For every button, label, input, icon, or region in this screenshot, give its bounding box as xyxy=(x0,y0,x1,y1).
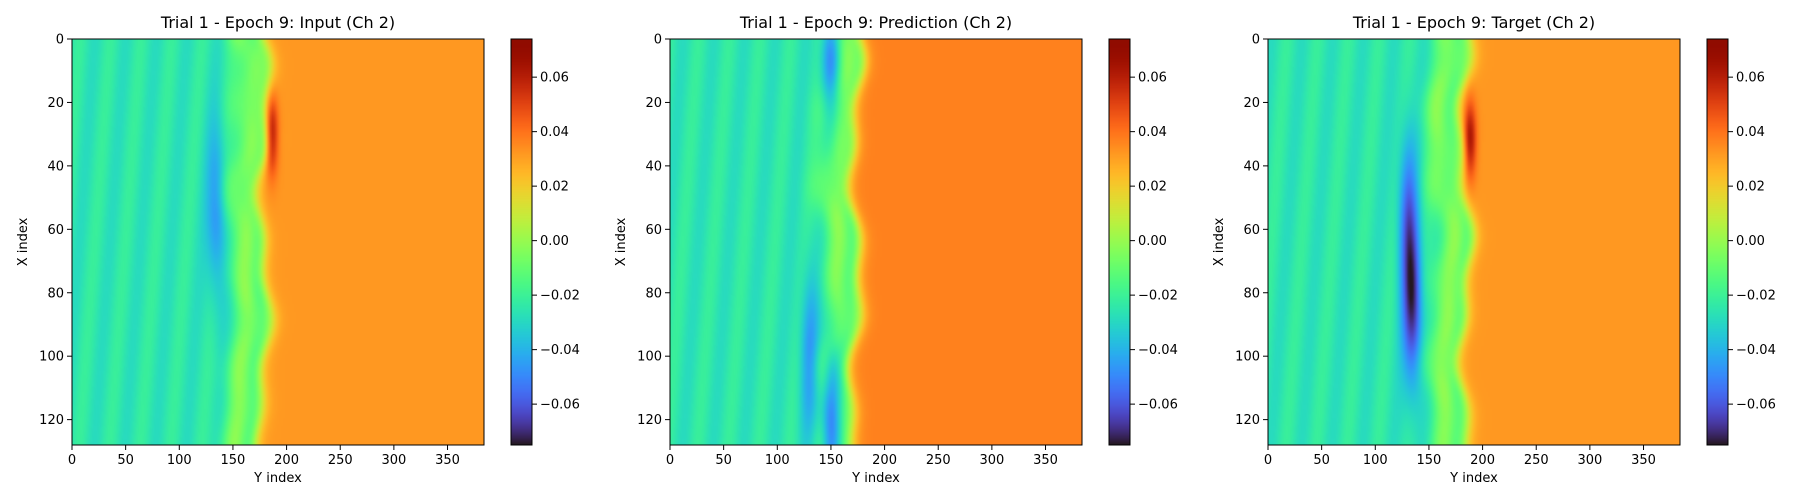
colorbar-tick-label: 0.06 xyxy=(1138,71,1167,86)
x-tick-label: 350 xyxy=(435,453,460,468)
x-tick-label: 200 xyxy=(274,453,299,468)
x-tick-label: 250 xyxy=(328,453,353,468)
colorbar-tick-label: 0.00 xyxy=(540,234,569,249)
x-tick-label: 100 xyxy=(1363,453,1388,468)
subplot-3: Trial 1 - Epoch 9: Target (Ch 2) 0 50 100 15… xyxy=(1212,13,1776,486)
x-axis-label: Y index xyxy=(851,471,900,486)
y-tick-label: 80 xyxy=(645,286,662,301)
y-tick-label: 100 xyxy=(637,350,662,365)
colorbar-tick-label: −0.02 xyxy=(1736,289,1776,304)
y-tick-label: 60 xyxy=(47,223,64,238)
colorbar-frame xyxy=(1108,38,1131,446)
plot-title: Trial 1 - Epoch 9: Prediction (Ch 2) xyxy=(739,13,1012,32)
y-tick-label: 0 xyxy=(654,33,662,48)
y-tick-label: 20 xyxy=(47,96,64,111)
y-axis-label: X index xyxy=(614,217,629,266)
x-tick-label: 150 xyxy=(819,453,844,468)
y-tick-label: 60 xyxy=(645,223,662,238)
x-tick-label: 50 xyxy=(715,453,732,468)
colorbar-tick-label: −0.06 xyxy=(1138,398,1178,413)
x-axis-label: Y index xyxy=(253,471,302,486)
x-tick-label: 200 xyxy=(1470,453,1495,468)
heatmap-image xyxy=(1268,39,1680,445)
x-tick-label: 0 xyxy=(666,453,674,468)
colorbar-tick-label: −0.06 xyxy=(1736,398,1776,413)
colorbar-tick-label: 0.02 xyxy=(1138,180,1167,195)
colorbar-tick-label: −0.02 xyxy=(540,289,580,304)
y-tick-label: 20 xyxy=(645,96,662,111)
colorbar-tick-label: 0.04 xyxy=(540,125,569,140)
y-tick-label: 20 xyxy=(1243,96,1260,111)
x-tick-label: 150 xyxy=(1417,453,1442,468)
y-tick-label: 40 xyxy=(47,159,64,174)
y-tick-label: 120 xyxy=(1235,413,1260,428)
y-tick-label: 120 xyxy=(39,413,64,428)
x-tick-label: 350 xyxy=(1033,453,1058,468)
colorbar-frame xyxy=(510,38,533,446)
y-axis-label: X index xyxy=(1212,217,1227,266)
y-tick-label: 0 xyxy=(56,33,64,48)
colorbar-tick-label: −0.06 xyxy=(540,398,580,413)
y-tick-label: 80 xyxy=(47,286,64,301)
plot-frame xyxy=(71,38,485,446)
x-tick-label: 50 xyxy=(117,453,134,468)
heatmap-image xyxy=(72,39,484,445)
x-tick-label: 150 xyxy=(221,453,246,468)
colorbar-tick-label: 0.04 xyxy=(1138,125,1167,140)
y-tick-label: 80 xyxy=(1243,286,1260,301)
colorbar-tick-label: −0.04 xyxy=(1138,343,1178,358)
x-tick-label: 100 xyxy=(765,453,790,468)
y-tick-label: 100 xyxy=(39,350,64,365)
plot-title: Trial 1 - Epoch 9: Input (Ch 2) xyxy=(160,13,395,32)
colorbar-tick-label: 0.02 xyxy=(1736,180,1765,195)
x-tick-label: 300 xyxy=(1577,453,1602,468)
x-tick-label: 0 xyxy=(1264,453,1272,468)
colorbar-tick-label: 0.06 xyxy=(1736,71,1765,86)
y-tick-label: 100 xyxy=(1235,350,1260,365)
x-axis-label: Y index xyxy=(1449,471,1498,486)
plot-title: Trial 1 - Epoch 9: Target (Ch 2) xyxy=(1352,13,1595,32)
subplot-2: Trial 1 - Epoch 9: Prediction (Ch 2) 0 50 1… xyxy=(614,13,1178,486)
x-tick-label: 50 xyxy=(1313,453,1330,468)
colorbar-tick-label: 0.00 xyxy=(1138,234,1167,249)
y-tick-label: 60 xyxy=(1243,223,1260,238)
x-tick-label: 300 xyxy=(979,453,1004,468)
plot-frame xyxy=(669,38,1083,446)
y-tick-label: 120 xyxy=(637,413,662,428)
x-tick-label: 250 xyxy=(926,453,951,468)
subplot-1: Trial 1 - Epoch 9: Input (Ch 2) 0 50 100 150… xyxy=(16,13,580,486)
y-tick-label: 40 xyxy=(645,159,662,174)
x-tick-label: 0 xyxy=(68,453,76,468)
x-tick-label: 200 xyxy=(872,453,897,468)
x-tick-label: 300 xyxy=(381,453,406,468)
y-axis-label: X index xyxy=(16,217,31,266)
colorbar xyxy=(1109,39,1130,445)
colorbar xyxy=(511,39,532,445)
colorbar-tick-label: −0.02 xyxy=(1138,289,1178,304)
colorbar-tick-label: −0.04 xyxy=(540,343,580,358)
x-tick-label: 250 xyxy=(1524,453,1549,468)
y-tick-label: 0 xyxy=(1252,33,1260,48)
colorbar-tick-label: −0.04 xyxy=(1736,343,1776,358)
x-tick-label: 100 xyxy=(167,453,192,468)
colorbar-tick-label: 0.04 xyxy=(1736,125,1765,140)
colorbar xyxy=(1707,39,1728,445)
y-tick-label: 40 xyxy=(1243,159,1260,174)
colorbar-tick-label: 0.06 xyxy=(540,71,569,86)
heatmap-image xyxy=(670,39,1082,445)
plot-frame xyxy=(1267,38,1681,446)
colorbar-frame xyxy=(1706,38,1729,446)
x-tick-label: 350 xyxy=(1631,453,1656,468)
colorbar-tick-label: 0.00 xyxy=(1736,234,1765,249)
colorbar-tick-label: 0.02 xyxy=(540,180,569,195)
